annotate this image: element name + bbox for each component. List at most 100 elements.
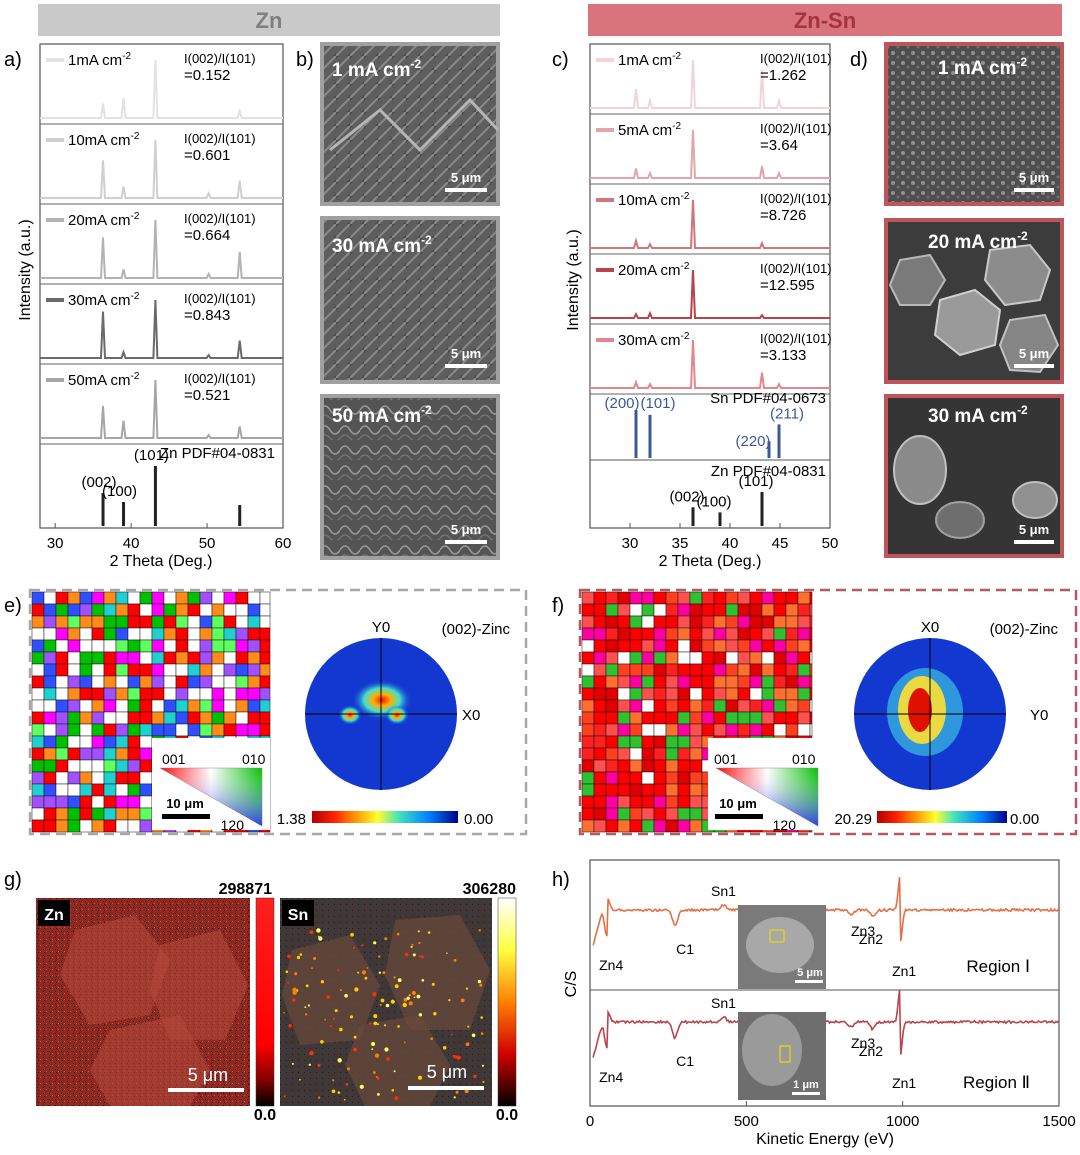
ebsd-grain: [761, 663, 775, 677]
ebsd-grain: [749, 627, 763, 641]
sn-signal-dot: [467, 1025, 470, 1028]
ebsd-grain: [91, 699, 105, 713]
sem-d3-label: 30 mA cm-2: [928, 403, 1028, 427]
sn-signal-dot: [366, 967, 369, 969]
ebsd-grain: [247, 627, 261, 641]
ebsd-grain: [665, 795, 679, 809]
ebsd-grain: [43, 651, 57, 665]
ebsd-grain: [55, 651, 69, 665]
pole-f-cbar-max: 20.29: [834, 811, 872, 828]
ebsd-grain: [175, 627, 189, 641]
ebsd-grain: [199, 615, 213, 629]
pole-e-hotspot-2: [338, 705, 362, 725]
ebsd-grain: [115, 663, 129, 677]
pole-e-title: (002)-Zinc: [442, 621, 511, 638]
ebsd-grain: [629, 591, 643, 605]
ebsd-grain: [581, 699, 595, 713]
xrd-trace: [590, 199, 830, 249]
ebsd-grain: [223, 591, 237, 605]
ebsd-grain: [31, 639, 45, 653]
ebsd-grain: [259, 675, 271, 689]
ebsd-grain: [665, 615, 679, 629]
ebsd-grain: [31, 687, 45, 701]
sn-signal-dot: [430, 1037, 434, 1040]
ebsd-grain: [797, 627, 811, 641]
ebsd-grain: [725, 663, 739, 677]
ebsd-grain: [677, 603, 691, 617]
ebsd-grain: [187, 639, 201, 653]
panel-letter-d: d): [850, 49, 868, 71]
eds-sn-scalebar: [408, 1086, 484, 1090]
sn-signal-dot: [456, 1055, 461, 1060]
ebsd-grain: [223, 687, 237, 701]
ebsd-grain: [689, 615, 703, 629]
ebsd-grain: [91, 783, 105, 797]
sn-signal-dot: [304, 1006, 307, 1008]
sn-signal-dot: [393, 1070, 396, 1073]
ebsd-grain: [581, 591, 595, 605]
ebsd-grain: [617, 819, 631, 833]
ebsd-grain: [749, 663, 763, 677]
trace-label: 10mA cm-2: [618, 191, 690, 209]
ebsd-grain: [581, 759, 595, 773]
ebsd-grain: [641, 723, 655, 737]
ebsd-grain: [67, 747, 81, 761]
ebsd-grain: [31, 699, 45, 713]
ebsd-grain: [665, 639, 679, 653]
sn-signal-dot: [386, 1057, 390, 1061]
sn-signal-dot: [411, 943, 414, 946]
ebsd-grain: [115, 639, 129, 653]
sn-signal-dot: [453, 958, 457, 962]
ref-sn-label: (200): [604, 395, 639, 412]
pole-f-cbar-min: 0.00: [1010, 811, 1039, 828]
ebsd-grain: [785, 615, 799, 629]
ebsd-grain: [187, 711, 201, 725]
ebsd-grain: [665, 735, 679, 749]
ebsd-grain: [67, 771, 81, 785]
ebsd-grain: [725, 699, 739, 713]
sn-signal-dot: [454, 1055, 458, 1059]
ebsd-grain: [151, 591, 165, 605]
sn-signal-dot: [480, 1032, 484, 1035]
ebsd-grain: [617, 795, 631, 809]
ebsd-grain: [67, 591, 81, 605]
ebsd-grain: [593, 699, 607, 713]
sn-signal-dot: [305, 1013, 308, 1016]
ebsd-grain: [43, 615, 57, 629]
auger-peak-label: Zn4: [599, 1069, 623, 1085]
ref-sn-label: (211): [770, 405, 804, 422]
ebsd-grain: [139, 687, 153, 701]
ebsd-grain: [605, 615, 619, 629]
ebsd-grain: [31, 711, 45, 725]
eds-zn-grain-2: [150, 930, 248, 1040]
ebsd-f-scalebar: [715, 814, 763, 819]
ebsd-grain: [653, 603, 667, 617]
sn-signal-dot: [379, 1003, 382, 1006]
ebsd-grain: [641, 639, 655, 653]
ebsd-grain: [581, 639, 595, 653]
sn-signal-dot: [291, 1062, 294, 1065]
ebsd-grain: [581, 603, 595, 617]
ebsd-grain: [581, 723, 595, 737]
ebsd-grain: [665, 771, 679, 785]
ebsd-grain: [67, 783, 81, 797]
sn-signal-dot: [331, 1089, 336, 1094]
ebsd-grain: [235, 591, 249, 605]
sn-signal-dot: [308, 1063, 311, 1067]
sn-signal-dot: [339, 989, 342, 991]
ebsd-grain: [809, 699, 813, 713]
ebsd-grain: [247, 651, 261, 665]
eds-zn-colorbar: [255, 897, 275, 1107]
ebsd-grain: [653, 747, 667, 761]
ebsd-grain: [605, 771, 619, 785]
ebsd-grain: [677, 615, 691, 629]
ebsd-grain: [725, 651, 739, 665]
ebsd-grain: [91, 687, 105, 701]
ebsd-grain: [139, 627, 153, 641]
trace-label: 1mA cm-2: [618, 51, 682, 69]
ebsd-grain: [689, 591, 703, 605]
ebsd-grain: [79, 687, 93, 701]
ebsd-grain: [785, 675, 799, 689]
ebsd-grain: [809, 687, 813, 701]
sn-signal-dot: [417, 930, 420, 933]
